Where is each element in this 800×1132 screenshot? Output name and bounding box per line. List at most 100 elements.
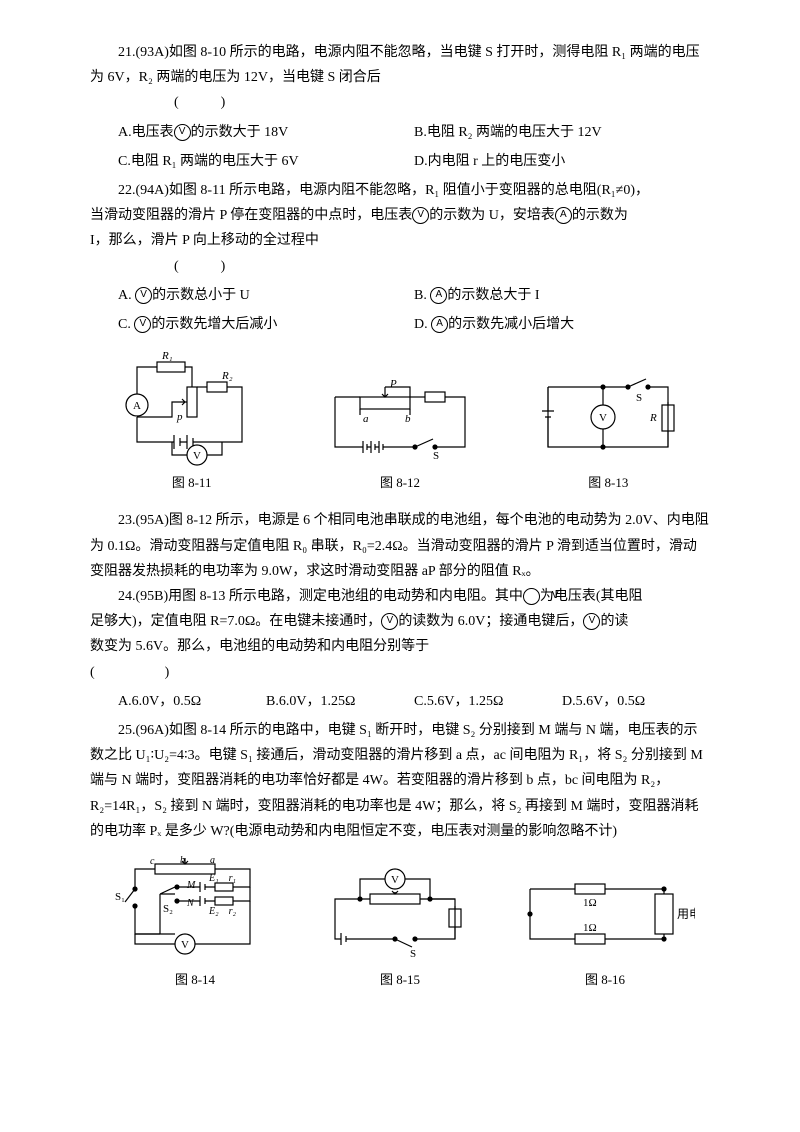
svg-text:用电器: 用电器: [677, 907, 695, 921]
q22-stem2c: 的示数为: [572, 208, 628, 223]
q24-optA: A.6.0V，0.5Ω: [118, 689, 266, 714]
q22-optD-post: 的示数先减小后增大: [448, 317, 574, 332]
q24-optD: D.5.6V，0.5Ω: [562, 689, 710, 714]
svg-text:S: S: [433, 450, 439, 462]
q22-stem3: I，那么，滑片 P 向上移动的全过程中: [90, 228, 710, 253]
q22-stem2b: 的示数为 U，安培表: [429, 208, 555, 223]
svg-text:b: b: [180, 855, 185, 866]
ammeter-icon: A: [555, 207, 572, 224]
q24-s2b: 的读数为 6.0V；接通电键后，: [398, 614, 583, 629]
q23-stem: 23.(95A)图 8-12 所示，电源是 6 个相同电池串联成的电池组，每个电…: [90, 508, 710, 584]
fig-8-15-label: 图 8-15: [315, 968, 485, 991]
svg-text:E₂ r₂: E₂ r₂: [208, 906, 236, 917]
q22-stem2a: 当滑动变阻器的滑片 P 停在变阻器的中点时，电压表: [90, 208, 412, 223]
q22-optC-pre: C.: [118, 317, 134, 332]
figure-row-1: A R₁ p R₂ V 图 8-1: [90, 347, 710, 494]
voltmeter-icon: V: [583, 613, 600, 630]
q22-optC: C. V的示数先增大后减小: [118, 312, 414, 337]
svg-text:a: a: [363, 413, 369, 425]
fig-8-13: S V R 图 8-13: [528, 367, 688, 494]
circuit-8-13-icon: S V R: [528, 367, 688, 467]
q22-optC-post: 的示数先增大后减小: [151, 317, 277, 332]
q21-optB: B.电阻 R₂ 两端的电压大于 12V: [414, 120, 710, 145]
fig-8-11-label: 图 8-11: [112, 471, 272, 494]
q21-row1: A.电压表V的示数大于 18V B.电阻 R₂ 两端的电压大于 12V: [118, 120, 710, 145]
q22-stem1: 22.(94A)如图 8-11 所示电路，电源内阻不能忽略，R₁ 阻值小于变阻器…: [90, 178, 710, 203]
q22-optB: B. A的示数总大于 I: [414, 283, 710, 308]
svg-text:N: N: [186, 898, 195, 909]
svg-text:1Ω: 1Ω: [583, 922, 597, 934]
svg-text:R: R: [649, 412, 657, 424]
fig-8-13-label: 图 8-13: [528, 471, 688, 494]
q21-optA-pre: A.电压表: [118, 125, 174, 140]
svg-text:M: M: [186, 880, 196, 891]
svg-text:E₁ r₁: E₁ r₁: [208, 873, 236, 884]
voltmeter-icon: V: [412, 207, 429, 224]
q24-opts: A.6.0V，0.5Ω B.6.0V，1.25Ω C.5.6V，1.25Ω D.…: [118, 689, 710, 714]
q24-stem3: 数变为 5.6V。那么，电池组的电动势和内电阻分别等于: [90, 634, 710, 659]
svg-text:S₂: S₂: [163, 903, 173, 915]
ammeter-icon: A: [431, 316, 448, 333]
voltmeter-icon: V: [523, 588, 540, 605]
circuit-8-15-icon: V S: [315, 864, 485, 964]
q22-optD: D. A的示数先减小后增大: [414, 312, 710, 337]
circuit-8-16-icon: 1Ω 用电器 1Ω: [515, 874, 695, 964]
q24-optC: C.5.6V，1.25Ω: [414, 689, 562, 714]
svg-text:V: V: [193, 450, 201, 462]
fig-8-16-label: 图 8-16: [515, 968, 695, 991]
q21-paren: ( ): [146, 90, 710, 115]
q22-optB-post: 的示数总大于 I: [447, 288, 539, 303]
q24-optB: B.6.0V，1.25Ω: [266, 689, 414, 714]
q22-row2: C. V的示数先增大后减小 D. A的示数先减小后增大: [118, 312, 710, 337]
fig-8-11: A R₁ p R₂ V 图 8-1: [112, 347, 272, 494]
svg-text:S₁: S₁: [115, 891, 125, 903]
q22-row1: A. V的示数总小于 U B. A的示数总大于 I: [118, 283, 710, 308]
svg-text:P: P: [389, 378, 397, 390]
fig-8-14: c b a S₁ M S₂ N: [105, 854, 285, 991]
voltmeter-icon: V: [135, 287, 152, 304]
svg-text:c: c: [150, 856, 155, 867]
svg-text:R₁: R₁: [161, 350, 173, 362]
voltmeter-icon: V: [174, 124, 191, 141]
q22-optA-post: 的示数总小于 U: [152, 288, 250, 303]
voltmeter-icon: V: [134, 316, 151, 333]
q22-optA: A. V的示数总小于 U: [118, 283, 414, 308]
q24-stem1: 24.(95B)用图 8-13 所示电路，测定电池组的电动势和内电阻。其中V为电…: [90, 584, 710, 609]
q24-s1a: 24.(95B)用图 8-13 所示电路，测定电池组的电动势和内电阻。其中: [118, 589, 523, 604]
q24-s2c: 的读: [600, 614, 628, 629]
q24-s2a: 足够大)，定值电阻 R=7.0Ω。在电键未接通时，: [90, 614, 381, 629]
svg-text:1Ω: 1Ω: [583, 897, 597, 909]
svg-text:S: S: [410, 948, 416, 960]
q22-optD-pre: D.: [414, 317, 431, 332]
fig-8-12: S a b P 图 8-12: [315, 367, 485, 494]
q22-optB-pre: B.: [414, 288, 430, 303]
q22-optA-pre: A.: [118, 288, 135, 303]
q24-paren: ( ): [90, 660, 710, 685]
svg-text:b: b: [405, 413, 411, 425]
voltmeter-icon: V: [381, 613, 398, 630]
svg-text:S: S: [636, 392, 642, 404]
q22-stem2: 当滑动变阻器的滑片 P 停在变阻器的中点时，电压表V的示数为 U，安培表A的示数…: [90, 203, 710, 228]
svg-text:A: A: [133, 400, 141, 412]
q21-optC: C.电阻 R₁ 两端的电压大于 6V: [118, 149, 414, 174]
svg-text:V: V: [599, 412, 607, 424]
circuit-8-11-icon: A R₁ p R₂ V: [112, 347, 272, 467]
svg-text:a: a: [210, 855, 215, 866]
circuit-8-14-icon: c b a S₁ M S₂ N: [105, 854, 285, 964]
ammeter-icon: A: [430, 287, 447, 304]
figure-row-2: c b a S₁ M S₂ N: [90, 854, 710, 991]
fig-8-14-label: 图 8-14: [105, 968, 285, 991]
q25-stem: 25.(96A)如图 8-14 所示的电路中，电键 S₁ 断开时，电键 S₂ 分…: [90, 718, 710, 844]
svg-text:p: p: [176, 411, 183, 423]
q24-s1b: 为电压表(其电阻: [540, 589, 643, 604]
q21-optA-post: 的示数大于 18V: [191, 125, 289, 140]
svg-text:V: V: [181, 939, 189, 951]
q24-stem2: 足够大)，定值电阻 R=7.0Ω。在电键未接通时，V的读数为 6.0V；接通电键…: [90, 609, 710, 634]
fig-8-16: 1Ω 用电器 1Ω 图 8-16: [515, 874, 695, 991]
svg-text:R₂: R₂: [221, 370, 233, 382]
q21-optD: D.内电阻 r 上的电压变小: [414, 149, 710, 174]
q21-optA: A.电压表V的示数大于 18V: [118, 120, 414, 145]
svg-text:V: V: [391, 874, 399, 886]
fig-8-12-label: 图 8-12: [315, 471, 485, 494]
q21-stem: 21.(93A)如图 8-10 所示的电路，电源内阻不能忽略，当电键 S 打开时…: [90, 40, 710, 90]
